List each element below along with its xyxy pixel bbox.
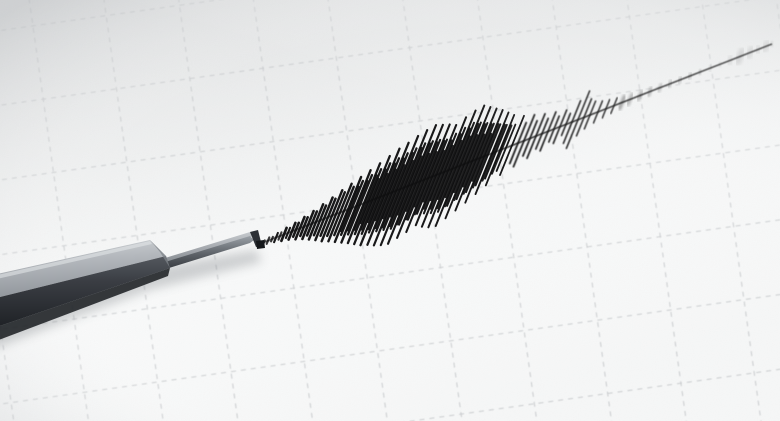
seismograph-photo: Seismograph chart recording an earthquak…	[0, 0, 780, 421]
depth-of-field-overlay	[0, 0, 780, 421]
